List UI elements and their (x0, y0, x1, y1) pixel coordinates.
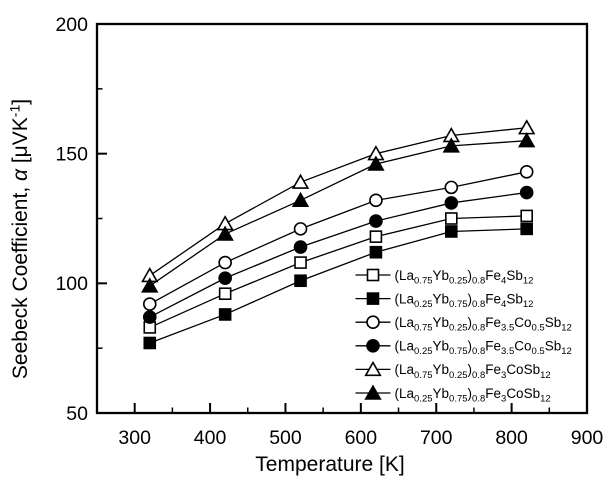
data-point-filled-square-icon (143, 336, 157, 350)
data-point-open-circle-icon (369, 193, 383, 208)
series-line (149, 191, 527, 318)
series-open-triangle (141, 119, 536, 283)
legend-label: (La0.25Yb0.75)0.8Fe3.5Co0.5Sb12 (395, 339, 572, 358)
data-point-open-circle-icon (218, 255, 232, 270)
data-point-open-square-icon (520, 209, 533, 223)
legend-entry: (La0.75Yb0.25)0.8Fe3.5Co0.5Sb12 (355, 315, 572, 334)
y-tick-label: 50 (66, 403, 88, 425)
data-point-filled-circle-icon (444, 196, 459, 210)
y-tick-label: 200 (55, 14, 88, 36)
series-filled-triangle (141, 132, 536, 293)
data-point-open-triangle-icon (291, 173, 310, 189)
data-point-filled-triangle-icon (518, 132, 536, 148)
legend-label: (La0.75Yb0.25)0.8Fe4Sb12 (395, 268, 534, 287)
legend-entry: (La0.75Yb0.25)0.8Fe3CoSb12 (355, 360, 551, 381)
data-point-open-square-icon (369, 230, 383, 243)
legend-filled-triangle-icon (364, 384, 382, 400)
data-point-open-square-icon (294, 256, 307, 269)
legend-entry: (La0.25Yb0.75)0.8Fe4Sb12 (355, 291, 534, 310)
legend-filled-square-icon (366, 292, 380, 305)
legend-entry: (La0.75Yb0.25)0.8Fe4Sb12 (355, 268, 534, 287)
data-point-open-circle-icon (519, 165, 534, 179)
legend-entry: (La0.25Yb0.75)0.8Fe3CoSb12 (355, 384, 551, 405)
data-point-open-circle-icon (142, 297, 157, 311)
legend-label: (La0.25Yb0.75)0.8Fe3CoSb12 (395, 386, 551, 405)
data-point-open-circle-icon (444, 180, 459, 195)
legend-label: (La0.75Yb0.25)0.8Fe3.5Co0.5Sb12 (395, 315, 572, 334)
series-line (149, 228, 527, 344)
data-point-filled-circle-icon (519, 185, 534, 200)
data-point-filled-square-icon (294, 274, 307, 288)
axis-ticks: 300 400 500 600 700 800 900 50 100 150 200 (55, 14, 603, 449)
x-tick-label: 900 (571, 427, 604, 449)
x-axis-title: Temperature [K] (255, 453, 404, 476)
series-open-square (143, 209, 533, 334)
y-axis-title: Seebeck Coefficient, α [μVK-1] (7, 99, 33, 379)
legend-filled-circle-icon (366, 338, 380, 353)
data-point-filled-square-icon (445, 225, 458, 238)
data-point-filled-square-icon (369, 245, 383, 259)
y-tick-label: 100 (55, 273, 88, 295)
x-tick-label: 600 (345, 427, 378, 449)
legend: (La0.75Yb0.25)0.8Fe4Sb12 (La0.25Yb0.75)0.… (355, 268, 572, 405)
data-point-filled-circle-icon (218, 271, 232, 285)
series-line (149, 127, 527, 277)
legend-open-circle-icon (366, 315, 380, 330)
data-point-filled-circle-icon (142, 310, 157, 324)
x-tick-label: 500 (269, 427, 302, 449)
x-tick-label: 300 (118, 427, 151, 449)
y-tick-label: 150 (55, 143, 88, 165)
legend-open-square-icon (366, 268, 380, 282)
data-point-filled-circle-icon (293, 240, 308, 254)
data-point-open-triangle-icon (518, 119, 536, 135)
data-point-open-square-icon (445, 212, 458, 225)
series-line (149, 140, 527, 287)
data-point-filled-triangle-icon (291, 191, 310, 208)
data-point-filled-square-icon (520, 222, 533, 236)
legend-label: (La0.75Yb0.25)0.8Fe3CoSb12 (395, 362, 551, 381)
legend-open-triangle-icon (364, 360, 382, 377)
data-point-open-square-icon (218, 287, 232, 301)
plot-frame (95, 22, 589, 415)
data-point-filled-triangle-icon (216, 225, 234, 241)
legend-label: (La0.25Yb0.75)0.8Fe4Sb12 (395, 291, 534, 310)
plot-series (141, 119, 536, 350)
data-point-filled-square-icon (218, 308, 232, 321)
data-point-filled-circle-icon (369, 214, 383, 228)
series-filled-circle (142, 185, 534, 324)
legend-entry: (La0.25Yb0.75)0.8Fe3.5Co0.5Sb12 (355, 338, 572, 358)
data-point-filled-triangle-icon (141, 277, 159, 293)
x-tick-label: 800 (495, 427, 528, 449)
series-line (149, 215, 527, 329)
data-point-filled-triangle-icon (367, 155, 385, 171)
data-point-filled-triangle-icon (442, 137, 460, 153)
series-line (149, 171, 527, 305)
x-tick-label: 400 (194, 427, 227, 449)
x-tick-label: 700 (420, 427, 453, 449)
series-filled-square (143, 222, 533, 350)
data-point-open-circle-icon (293, 222, 308, 236)
series-open-circle (142, 165, 534, 311)
